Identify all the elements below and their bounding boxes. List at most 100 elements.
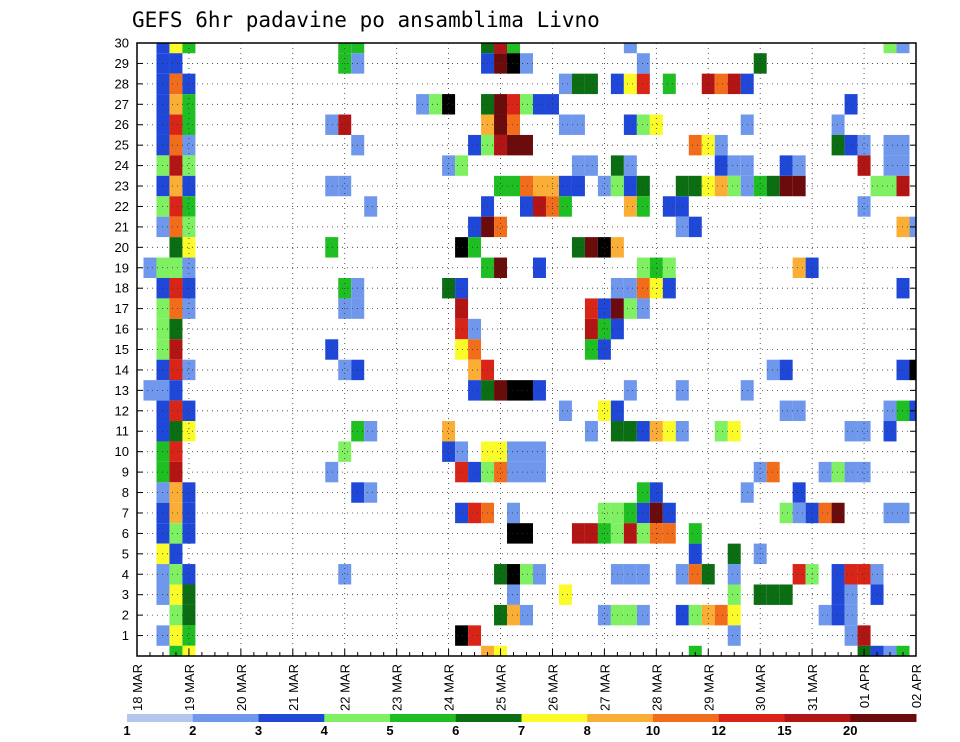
y-tick-label: 30 [115,36,129,51]
heatmap-cell [870,645,884,656]
y-tick-label: 14 [115,362,129,377]
heatmap-cell [520,175,533,197]
heatmap-cell [792,564,806,585]
x-tick-label: 26 MAR [545,664,560,711]
heatmap-cell [182,175,196,197]
heatmap-cell [364,196,378,217]
heatmap-cell [688,543,702,565]
heatmap-cell [169,625,183,646]
heatmap-cell [636,421,650,442]
heatmap-cell [169,645,183,656]
colorbar-label: 15 [777,723,791,738]
heatmap-cell [507,94,520,115]
heatmap-cell [883,400,897,422]
heatmap-cell [766,461,780,483]
heatmap-cell [558,114,572,135]
heatmap-cell [520,604,533,626]
heatmap-cell [636,277,650,299]
heatmap-cell [649,502,663,524]
heatmap-cell [494,564,508,585]
heatmap-cell [182,257,196,278]
heatmap-cell [896,400,910,422]
heatmap-cell [169,604,183,626]
heatmap-cell [520,523,533,544]
x-tick-label: 21 MAR [286,664,301,711]
heatmap-cell [442,155,456,176]
heatmap-cell [455,441,469,462]
heatmap-cell [169,441,183,462]
heatmap-cell [455,155,469,176]
heatmap-cell [169,73,183,95]
heatmap-cell [688,564,702,585]
heatmap-cell [636,482,650,503]
x-tick-label: 20 MAR [234,664,249,711]
heatmap-cell [896,175,910,197]
heatmap-cell [883,43,897,54]
y-tick-label: 19 [115,260,129,275]
heatmap-cell [507,564,520,585]
colorbar-segment [521,714,588,722]
heatmap-cell [532,441,546,462]
heatmap-cell [507,584,520,605]
x-tick-label: 31 MAR [805,664,820,711]
heatmap-cell [714,73,728,95]
heatmap-cell [481,43,495,54]
heatmap-cell [623,564,637,585]
heatmap-cell [182,421,196,442]
heatmap-cell [597,502,611,524]
heatmap-cell [597,604,611,626]
heatmap-cell [494,94,508,115]
heatmap-cell [571,523,585,544]
heatmap-cell [896,359,910,381]
heatmap-cell [896,43,910,54]
y-tick-label: 10 [115,444,129,459]
heatmap-cell [182,400,196,422]
heatmap-cell [351,43,365,54]
y-tick-label: 5 [122,546,129,561]
y-tick-label: 16 [115,322,129,337]
heatmap-cell [649,421,663,442]
heatmap-cell [792,502,806,524]
heatmap-cell [169,523,183,544]
colorbar-segment [455,714,522,722]
heatmap-cell [714,134,728,156]
heatmap-cell [169,155,183,176]
heatmap-cell [597,339,611,360]
colorbar-label: 7 [518,723,525,738]
heatmap-cell [779,155,793,176]
heatmap-cell [182,216,196,238]
heatmap-cell [623,277,637,299]
heatmap-cell [584,298,598,319]
heatmap-cell [169,114,183,135]
heatmap-cell [883,155,897,176]
heatmap-cell [494,604,508,626]
heatmap-cell [558,73,572,95]
heatmap-cell [143,380,157,401]
heatmap-cell [766,584,780,605]
heatmap-cell [455,502,469,524]
heatmap-cell [494,134,508,156]
heatmap-cell [844,94,858,115]
colorbar-label: 5 [386,723,393,738]
heatmap-cell [896,645,910,656]
heatmap-cell [468,339,482,360]
heatmap-cell [169,43,183,54]
heatmap-cell [662,502,676,524]
heatmap-cell [623,523,637,544]
colorbar-label: 3 [255,723,262,738]
y-tick-label: 28 [115,76,129,91]
heatmap-cell [584,73,598,95]
heatmap-cell [455,298,469,319]
heatmap-cell [455,461,469,483]
heatmap-cell [169,482,183,503]
heatmap-cell [468,318,482,340]
y-tick-label: 18 [115,281,129,296]
heatmap-cell [636,73,650,95]
heatmap-cell [896,277,910,299]
heatmap-cell [896,155,910,176]
y-tick-label: 26 [115,117,129,132]
heatmap-cell [169,237,183,258]
heatmap-cell [507,380,520,401]
